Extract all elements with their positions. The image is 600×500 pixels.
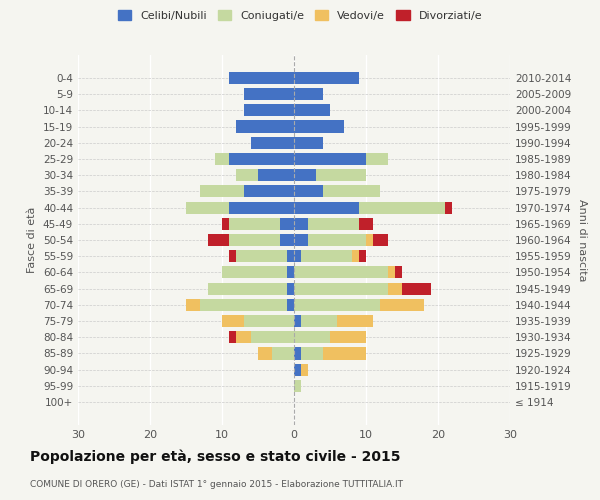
Bar [380, 299, 424, 311]
Bar [373, 234, 388, 246]
Bar [395, 266, 402, 278]
Bar [208, 282, 287, 294]
Bar [366, 153, 388, 165]
Bar [301, 364, 308, 376]
Bar [287, 266, 294, 278]
Bar [236, 120, 294, 132]
Bar [294, 348, 301, 360]
Bar [294, 364, 301, 376]
Bar [294, 120, 344, 132]
Legend: Celibi/Nubili, Coniugati/e, Vedovi/e, Divorziati/e: Celibi/Nubili, Coniugati/e, Vedovi/e, Di… [113, 6, 487, 25]
Bar [251, 331, 294, 344]
Bar [366, 234, 373, 246]
Bar [236, 331, 251, 344]
Text: COMUNE DI ORERO (GE) - Dati ISTAT 1° gennaio 2015 - Elaborazione TUTTITALIA.IT: COMUNE DI ORERO (GE) - Dati ISTAT 1° gen… [30, 480, 403, 489]
Bar [323, 348, 366, 360]
Bar [229, 218, 280, 230]
Bar [251, 136, 294, 149]
Bar [294, 202, 359, 213]
Bar [287, 250, 294, 262]
Bar [258, 169, 294, 181]
Bar [200, 299, 287, 311]
Bar [294, 186, 323, 198]
Bar [301, 250, 352, 262]
Text: Popolazione per età, sesso e stato civile - 2015: Popolazione per età, sesso e stato civil… [30, 450, 401, 464]
Y-axis label: Anni di nascita: Anni di nascita [577, 198, 587, 281]
Bar [294, 104, 330, 117]
Bar [236, 250, 287, 262]
Bar [229, 250, 236, 262]
Bar [294, 88, 323, 100]
Bar [229, 234, 280, 246]
Bar [294, 136, 323, 149]
Bar [402, 282, 431, 294]
Y-axis label: Fasce di età: Fasce di età [28, 207, 37, 273]
Bar [301, 348, 323, 360]
Bar [229, 72, 294, 84]
Bar [294, 234, 308, 246]
Bar [330, 331, 366, 344]
Bar [323, 186, 380, 198]
Bar [272, 348, 294, 360]
Bar [308, 218, 359, 230]
Bar [294, 331, 330, 344]
Bar [280, 234, 294, 246]
Bar [388, 266, 395, 278]
Bar [215, 153, 229, 165]
Bar [294, 299, 380, 311]
Bar [244, 88, 294, 100]
Bar [359, 202, 445, 213]
Bar [294, 380, 301, 392]
Bar [294, 169, 316, 181]
Bar [287, 299, 294, 311]
Bar [294, 266, 388, 278]
Bar [294, 153, 366, 165]
Bar [294, 218, 308, 230]
Bar [287, 282, 294, 294]
Bar [301, 315, 337, 327]
Bar [222, 266, 287, 278]
Bar [244, 186, 294, 198]
Bar [280, 218, 294, 230]
Bar [236, 169, 258, 181]
Bar [359, 218, 373, 230]
Bar [388, 282, 402, 294]
Bar [337, 315, 373, 327]
Bar [229, 153, 294, 165]
Bar [208, 234, 229, 246]
Bar [359, 250, 366, 262]
Bar [186, 202, 229, 213]
Bar [244, 104, 294, 117]
Bar [352, 250, 359, 262]
Bar [258, 348, 272, 360]
Bar [316, 169, 366, 181]
Bar [200, 186, 244, 198]
Bar [186, 299, 200, 311]
Bar [294, 250, 301, 262]
Bar [229, 331, 236, 344]
Bar [294, 282, 388, 294]
Bar [294, 72, 359, 84]
Bar [244, 315, 294, 327]
Bar [445, 202, 452, 213]
Bar [222, 315, 244, 327]
Bar [222, 218, 229, 230]
Bar [308, 234, 366, 246]
Bar [229, 202, 294, 213]
Bar [294, 315, 301, 327]
